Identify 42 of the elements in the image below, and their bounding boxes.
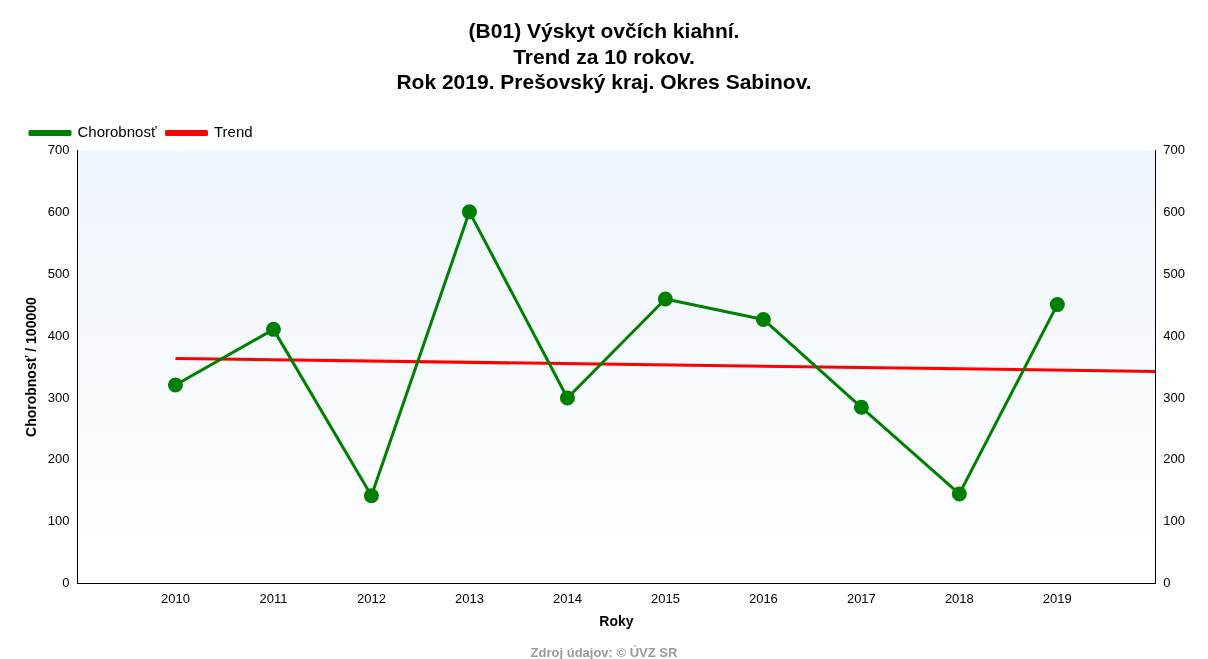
point <box>265 321 281 337</box>
y-tick-label: 200 <box>47 451 70 467</box>
point <box>853 399 869 415</box>
y2-tick-label: 600 <box>1163 204 1186 220</box>
x-tick-label: 2018 <box>944 590 974 606</box>
y-tick-label: 600 <box>47 204 70 220</box>
y2-tick-label: 200 <box>1163 451 1186 467</box>
y2-tick-label: 300 <box>1163 389 1186 405</box>
x-tick-label: 2017 <box>846 590 876 606</box>
point <box>167 377 183 393</box>
x-tick-label: 2010 <box>161 590 190 606</box>
x-tick-label: 2011 <box>259 590 288 606</box>
point <box>461 204 477 220</box>
y-axis-title: Chorobnosť / 100000 <box>23 297 40 437</box>
point <box>951 486 967 502</box>
y2-tick-label: 500 <box>1163 265 1186 281</box>
x-tick-label: 2013 <box>454 590 484 606</box>
point <box>755 311 771 327</box>
y-tick-label: 300 <box>47 389 70 405</box>
point <box>559 390 575 406</box>
y-tick-label: 400 <box>47 327 70 343</box>
y-tick-label: 500 <box>47 265 70 281</box>
x-tick-label: 2016 <box>748 590 778 606</box>
legend-label: Trend <box>214 123 253 141</box>
y-tick-label: 0 <box>62 575 70 591</box>
y2-tick-label: 700 <box>1163 142 1186 158</box>
y2-tick-label: 0 <box>1163 575 1171 591</box>
y2-tick-label: 100 <box>1163 513 1186 529</box>
legend-label: Chorobnosť <box>77 123 157 141</box>
x-tick-label: 2019 <box>1042 590 1072 606</box>
y-tick-label: 700 <box>47 142 70 158</box>
x-tick-label: 2014 <box>552 590 582 606</box>
x-tick-label: 2012 <box>356 590 386 606</box>
point <box>1049 297 1065 313</box>
y2-tick-label: 400 <box>1163 327 1186 343</box>
point <box>363 488 379 504</box>
text: Zdroj údajov: © ÚVZ SR <box>530 644 679 659</box>
x-axis-title: Roky <box>599 613 634 630</box>
x-tick-label: 2015 <box>650 590 680 606</box>
point <box>657 291 673 307</box>
chart-title: (B01) Výskyt ovčích kiahní. Trend za 10 rokov. Rok 2019. Prešovský kraj. Okres Sabinov. <box>396 19 812 93</box>
y-tick-label: 100 <box>47 513 70 529</box>
